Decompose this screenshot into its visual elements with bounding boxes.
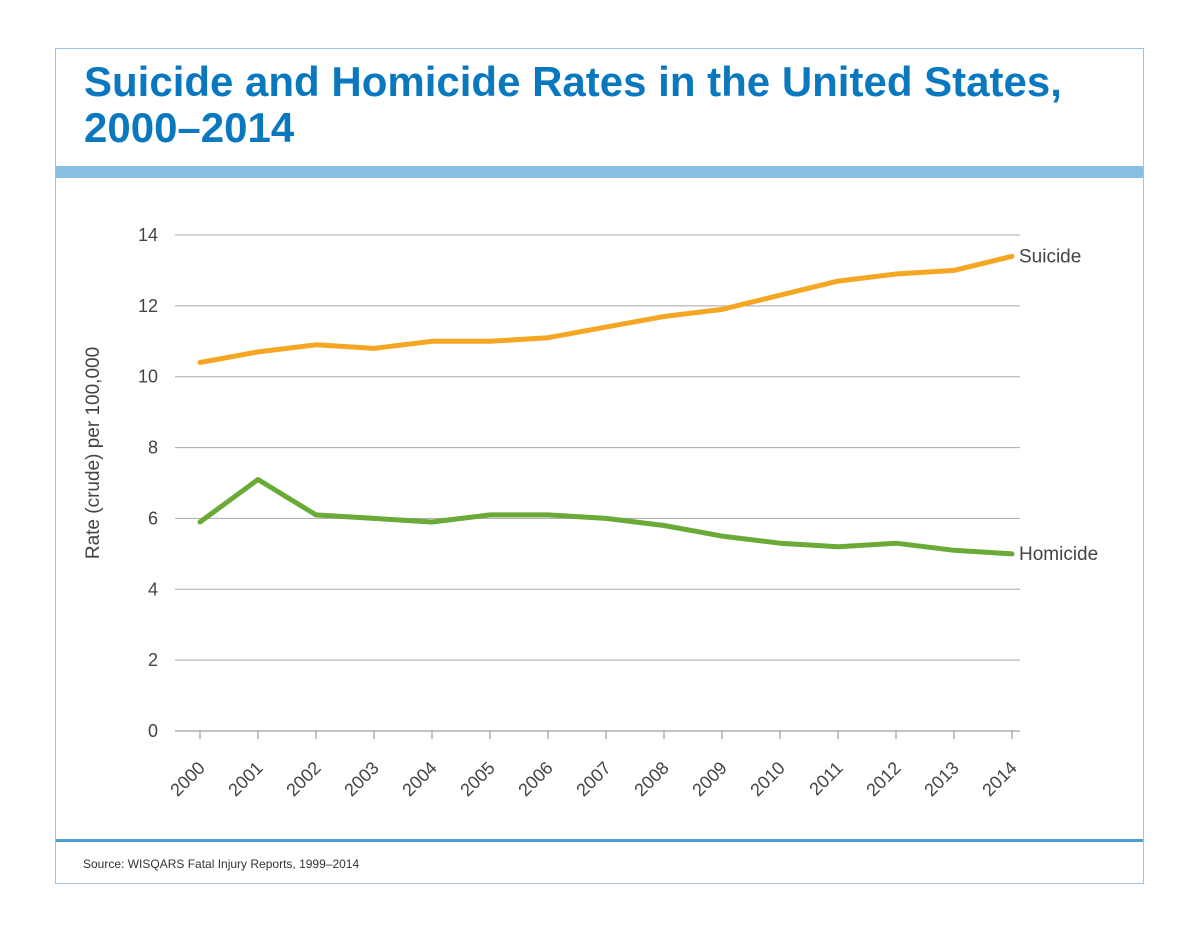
chart-title: Suicide and Homicide Rates in the United… xyxy=(84,58,1062,151)
x-tick-label: 2001 xyxy=(224,758,266,800)
y-tick-label: 8 xyxy=(148,438,158,458)
x-tick-label: 2013 xyxy=(920,758,962,800)
y-tick-label: 0 xyxy=(148,721,158,741)
series-line-homicide xyxy=(197,477,1015,557)
x-tick-label: 2000 xyxy=(166,758,208,800)
x-tick-label: 2014 xyxy=(978,758,1020,800)
title-band xyxy=(56,166,1143,178)
y-tick-label: 6 xyxy=(148,508,158,528)
x-tick-label: 2009 xyxy=(688,758,730,800)
x-tick-label: 2010 xyxy=(746,758,788,800)
y-tick-label: 2 xyxy=(148,650,158,670)
source-note: Source: WISQARS Fatal Injury Reports, 19… xyxy=(83,857,360,871)
x-tick-label: 2003 xyxy=(340,758,382,800)
series-label-homicide: Homicide xyxy=(1019,544,1098,565)
x-tick-label: 2008 xyxy=(630,758,672,800)
y-tick-label: 12 xyxy=(138,296,158,316)
x-tick-label: 2005 xyxy=(456,758,498,800)
footer-rule xyxy=(56,839,1143,842)
y-axis-label: Rate (crude) per 100,000 xyxy=(83,347,104,559)
y-tick-label: 4 xyxy=(148,579,158,599)
chart-card: Suicide and Homicide Rates in the United… xyxy=(55,48,1144,884)
x-tick-label: 2012 xyxy=(862,758,904,800)
x-tick-label: 2007 xyxy=(572,758,614,800)
y-tick-label: 14 xyxy=(138,225,158,245)
x-tick-label: 2004 xyxy=(398,758,440,800)
x-tick-label: 2002 xyxy=(282,758,324,800)
x-tick-label: 2006 xyxy=(514,758,556,800)
series-line-suicide xyxy=(197,253,1015,365)
y-tick-label: 10 xyxy=(138,367,158,387)
x-tick-label: 2011 xyxy=(805,758,847,800)
series-label-suicide: Suicide xyxy=(1019,246,1081,267)
